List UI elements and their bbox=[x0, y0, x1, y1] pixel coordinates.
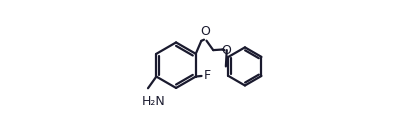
Text: O: O bbox=[221, 44, 231, 57]
Text: F: F bbox=[203, 69, 210, 82]
Text: O: O bbox=[200, 25, 211, 38]
Text: H₂N: H₂N bbox=[142, 95, 166, 108]
